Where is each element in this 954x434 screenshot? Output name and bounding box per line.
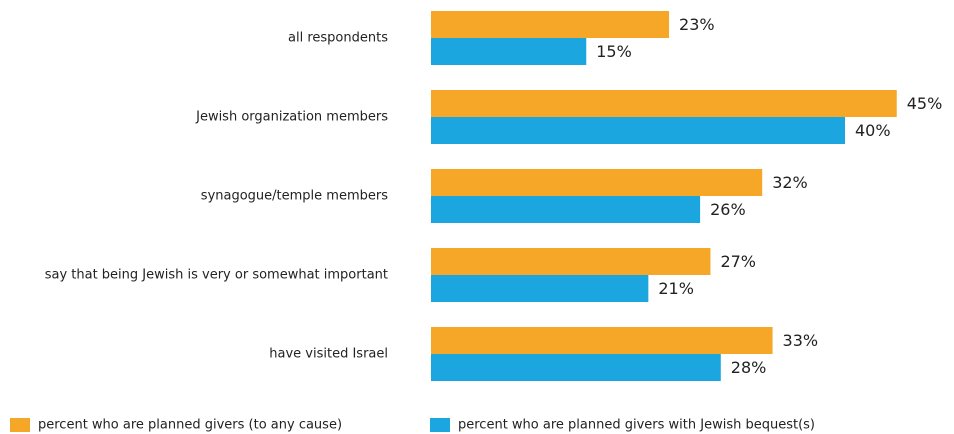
value-label: 26% [710, 200, 746, 219]
value-label: 40% [855, 121, 891, 140]
value-label: 27% [720, 252, 756, 271]
value-label: 32% [772, 173, 808, 192]
bar [431, 90, 897, 117]
value-label: 15% [596, 42, 632, 61]
bar [431, 169, 763, 196]
bar [431, 354, 721, 381]
bar [431, 11, 670, 38]
category-label: say that being Jewish is very or somewha… [45, 268, 388, 283]
bar [431, 248, 711, 275]
bar [431, 327, 773, 354]
category-label: Jewish organization members [195, 110, 388, 125]
bar [431, 117, 845, 144]
legend-swatch [430, 418, 450, 432]
category-label: have visited Israel [269, 347, 388, 362]
value-label: 28% [731, 358, 767, 377]
bar [431, 275, 649, 302]
legend-label: percent who are planned givers (to any c… [38, 418, 342, 433]
value-label: 33% [783, 331, 819, 350]
value-label: 45% [907, 94, 943, 113]
category-label: synagogue/temple members [201, 189, 388, 204]
legend-label: percent who are planned givers with Jewi… [458, 418, 815, 433]
category-label: all respondents [288, 31, 388, 46]
value-label: 23% [679, 15, 715, 34]
value-label: 21% [658, 279, 694, 298]
legend-swatch [10, 418, 30, 432]
bar [431, 38, 587, 65]
bar [431, 196, 701, 223]
